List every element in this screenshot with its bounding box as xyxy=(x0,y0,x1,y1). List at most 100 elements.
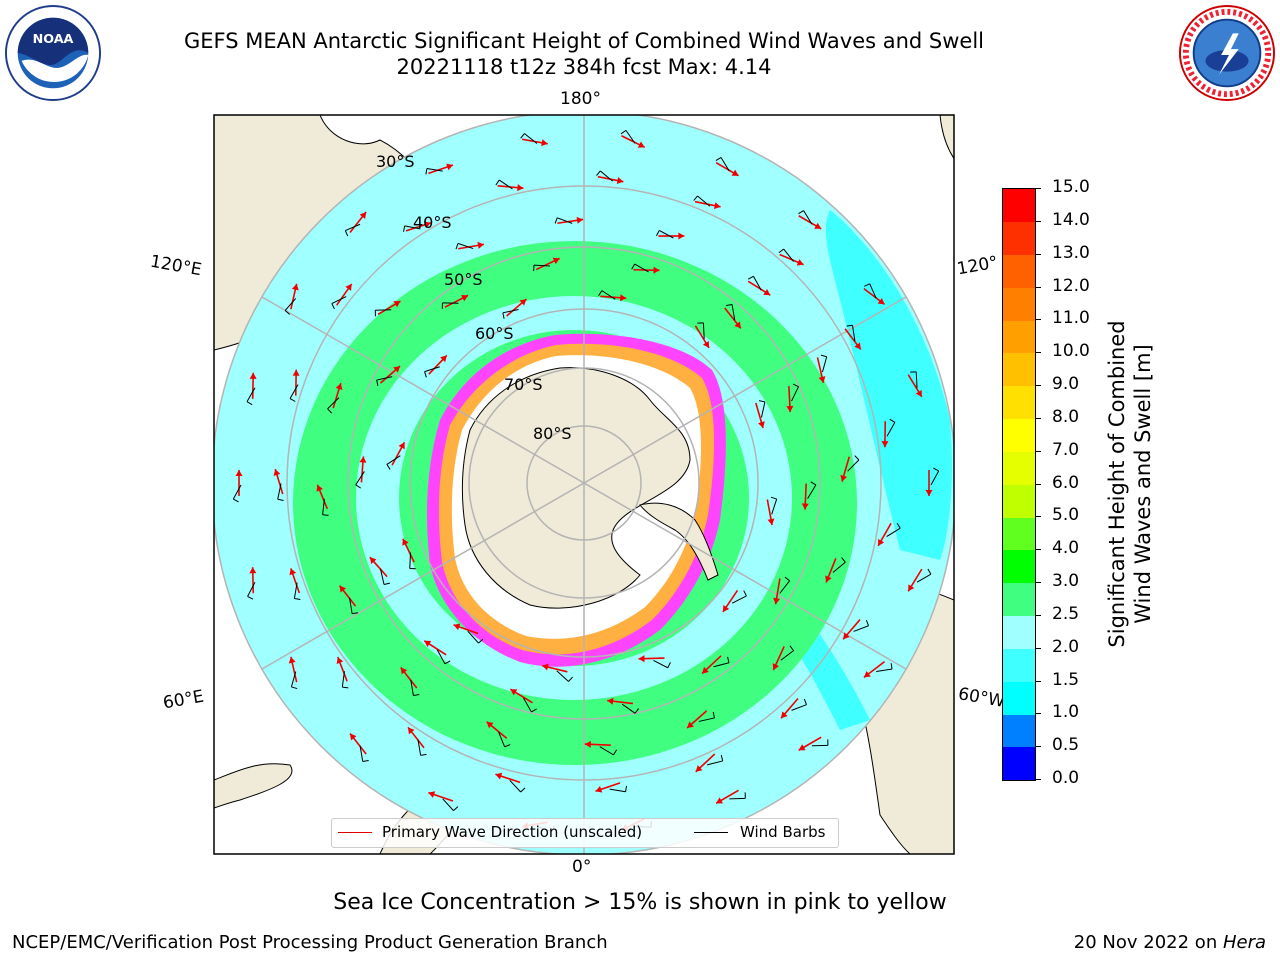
wave-direction-arrow xyxy=(863,660,886,679)
wind-barb xyxy=(554,217,573,224)
colorbar-tick-label: 7.0 xyxy=(1052,439,1080,460)
colorbar-cell xyxy=(1003,681,1035,715)
colorbar-tick-label: 5.0 xyxy=(1052,505,1080,526)
colorbar-tick xyxy=(1035,286,1041,288)
wave-direction-arrow xyxy=(766,499,775,526)
wind-barb xyxy=(886,418,896,437)
wind-barb xyxy=(495,179,513,190)
wave-direction-arrow xyxy=(600,294,627,302)
wind-barb xyxy=(425,167,443,175)
wind-barb xyxy=(502,309,519,319)
wave-direction-arrow xyxy=(633,266,660,274)
wave-direction-arrow xyxy=(428,163,454,175)
wave-direction-arrow xyxy=(701,655,722,675)
wave-direction-arrow xyxy=(453,623,479,635)
wind-barb xyxy=(779,576,791,594)
wave-direction-arrow xyxy=(842,619,861,640)
primary-wave-legend-label: Primary Wave Direction (unscaled) xyxy=(382,823,643,841)
wave-direction-arrow xyxy=(840,456,851,482)
wave-direction-arrow xyxy=(249,567,257,594)
wind-barb xyxy=(349,597,359,615)
wind-barb xyxy=(820,354,828,373)
wave-direction-arrow xyxy=(686,710,708,729)
colorbar-cell xyxy=(1003,648,1035,682)
colorbar-tick xyxy=(1035,680,1041,682)
colorbar-tick xyxy=(1035,385,1041,386)
wind-barb xyxy=(832,557,846,573)
lat-label-80s: 80°S xyxy=(533,424,572,443)
colorbar-tick xyxy=(1035,188,1041,189)
colorbar-cell xyxy=(1003,714,1035,748)
wave-direction-arrow xyxy=(497,184,524,192)
colorbar-tick-label: 1.0 xyxy=(1052,702,1080,723)
wave-direction-arrow xyxy=(747,280,771,296)
colorbar-tick xyxy=(1035,253,1041,255)
wind-barb xyxy=(331,296,347,310)
wind-barb xyxy=(807,481,817,499)
wave-direction-arrow xyxy=(423,640,447,656)
colorbar-cell xyxy=(1003,221,1035,255)
colorbar-tick xyxy=(1035,450,1041,452)
colorbar-title-line1: Significant Height of Combined xyxy=(1105,320,1129,648)
colorbar-title-line2: Wind Waves and Swell [m] xyxy=(1131,344,1155,624)
wind-barb xyxy=(455,242,474,250)
wind-barb xyxy=(655,229,674,239)
colorbar-cell xyxy=(1003,287,1035,321)
nws-logo xyxy=(1178,4,1276,102)
graticule xyxy=(214,115,954,854)
wave-direction-arrow xyxy=(724,307,742,329)
wave-direction-arrow xyxy=(816,357,826,383)
wave-direction-arrow xyxy=(773,578,781,605)
colorbar-tick-label: 3.0 xyxy=(1052,571,1080,591)
wind-barb xyxy=(596,170,613,182)
colorbar-tick-label: 12.0 xyxy=(1052,275,1090,296)
wind-barb xyxy=(853,619,869,632)
wind-barb xyxy=(520,133,538,144)
wind-barb xyxy=(631,263,649,273)
lat-label-50s: 50°S xyxy=(444,270,483,289)
wave-direction-arrow xyxy=(377,300,401,316)
wind-barb xyxy=(729,792,746,800)
wave-direction-arrow xyxy=(405,221,431,232)
lon-label-0: 0° xyxy=(572,857,592,877)
colorbar-tick xyxy=(1035,713,1041,715)
wave-direction-arrow xyxy=(722,590,739,613)
map-legend: Primary Wave Direction (unscaled) Wind B… xyxy=(331,818,839,848)
wind-barb xyxy=(290,671,298,690)
colorbar-tick-label: 0.5 xyxy=(1052,735,1080,756)
wind-barb xyxy=(726,303,736,321)
colorbar-tick-label: 13.0 xyxy=(1052,242,1090,263)
antarctica xyxy=(427,333,726,667)
wind-barb xyxy=(409,552,416,570)
wave-direction-arrow xyxy=(336,283,353,306)
colorbar-cell xyxy=(1003,484,1035,518)
wind-barb xyxy=(386,455,401,470)
colorbar-tick-label: 9.0 xyxy=(1052,374,1080,394)
wind-barb xyxy=(467,630,484,644)
footer-host: Hera xyxy=(1222,932,1266,953)
primary-wave-legend-line xyxy=(338,832,372,833)
wind-barb xyxy=(621,703,639,714)
wave-direction-arrow xyxy=(391,441,406,466)
wave-direction-arrow xyxy=(694,325,710,349)
colorbar-cell xyxy=(1003,747,1035,781)
colorbar-tick xyxy=(1035,220,1041,222)
colorbar-cell xyxy=(1003,320,1035,354)
wind-barb xyxy=(620,129,636,144)
wind-barb xyxy=(410,679,420,697)
wind-barb xyxy=(379,568,391,585)
wind-barb xyxy=(715,157,730,172)
colorbar-tick-label: 8.0 xyxy=(1052,406,1080,427)
wave-direction-arrow xyxy=(349,211,367,233)
wind-barb xyxy=(424,366,440,378)
wind-barb xyxy=(747,275,762,291)
colorbar-tick-label: 15.0 xyxy=(1052,177,1090,197)
wave-direction-arrow xyxy=(369,556,388,578)
colorbar-cell xyxy=(1003,550,1035,584)
wind-barb xyxy=(798,210,813,225)
chart-subtitle: 20221118 t12z 384h fcst Max: 4.14 xyxy=(396,55,772,79)
wind-barb xyxy=(697,322,705,339)
wave-direction-arrow xyxy=(715,161,739,177)
wind-barb xyxy=(442,798,459,811)
wave-direction-arrow xyxy=(509,688,533,704)
